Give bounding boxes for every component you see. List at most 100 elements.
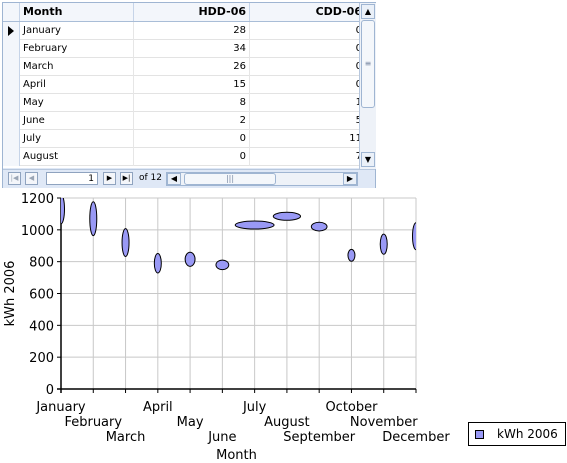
cell-hdd[interactable]: 28 (134, 22, 250, 40)
y-axis-title: kWh 2006 (3, 261, 18, 327)
cell-cdd[interactable]: 11 (250, 130, 359, 148)
table-row[interactable]: March 26 0 (3, 58, 359, 76)
x-tick-label: November (350, 415, 418, 430)
cell-hdd[interactable]: 8 (134, 94, 250, 112)
data-markers (61, 198, 416, 274)
x-tick-label: September (283, 430, 356, 445)
table-row[interactable]: June 2 5 (3, 112, 359, 130)
data-point (184, 251, 196, 267)
cell-cdd[interactable]: 7 (250, 148, 359, 166)
data-point (379, 233, 388, 255)
cell-month[interactable]: January (20, 22, 134, 40)
bubble-chart: 0 200 400 600 800 1000 1200 January February Marc… (0, 190, 567, 463)
row-selector[interactable] (3, 76, 20, 94)
cell-cdd[interactable]: 0 (250, 22, 359, 40)
cell-hdd[interactable]: 0 (134, 130, 250, 148)
current-row-icon (8, 26, 14, 36)
row-selector[interactable] (3, 112, 20, 130)
data-point (89, 201, 98, 237)
cell-month[interactable]: February (20, 40, 134, 58)
column-header-month[interactable]: Month (20, 3, 134, 21)
row-selector[interactable] (3, 94, 20, 112)
cell-hdd[interactable]: 2 (134, 112, 250, 130)
y-tick-label: 600 (29, 288, 54, 303)
x-tick-label: March (106, 430, 146, 445)
table-row[interactable]: May 8 1 (3, 94, 359, 112)
data-point (121, 228, 130, 257)
column-header-hdd[interactable]: HDD-06 (134, 3, 250, 21)
row-selector[interactable] (3, 148, 20, 166)
chart-plot: 0 200 400 600 800 1000 1200 JanuaryFebruaryMarc… (3, 192, 450, 463)
horizontal-scroll-thumb[interactable]: ||| (184, 173, 276, 185)
scroll-right-button[interactable]: ▶ (343, 173, 357, 185)
cell-cdd[interactable]: 1 (250, 94, 359, 112)
last-record-button[interactable]: ▶| (120, 172, 133, 185)
x-tick-label: April (143, 400, 173, 415)
cell-hdd[interactable]: 34 (134, 40, 250, 58)
y-tick-label: 200 (29, 351, 54, 366)
cell-cdd[interactable]: 0 (250, 40, 359, 58)
y-tick-label: 0 (46, 383, 54, 398)
x-tick-label: June (207, 430, 236, 445)
y-tick-label: 400 (29, 319, 54, 334)
x-tick-label: December (382, 430, 450, 445)
row-header-corner (3, 3, 20, 21)
data-point (61, 198, 65, 225)
previous-record-button[interactable]: ◀ (25, 172, 38, 185)
cell-month[interactable]: August (20, 148, 134, 166)
cell-hdd[interactable]: 0 (134, 148, 250, 166)
cell-month[interactable]: July (20, 130, 134, 148)
y-tick-label: 1000 (21, 224, 54, 239)
x-tick-label: August (264, 415, 310, 430)
grid-rows: January 28 0 February 34 0 March 26 0 Ap… (3, 22, 359, 168)
table-row[interactable]: February 34 0 (3, 40, 359, 58)
table-row[interactable]: April 15 0 (3, 76, 359, 94)
data-point (347, 248, 356, 262)
x-tick-label: January (35, 400, 86, 415)
scroll-left-button[interactable]: ◀ (167, 173, 181, 185)
first-record-button[interactable]: |◀ (8, 172, 21, 185)
scroll-up-button[interactable]: ▲ (361, 4, 375, 19)
data-point (272, 211, 302, 221)
cell-cdd[interactable]: 0 (250, 76, 359, 94)
cell-cdd[interactable]: 0 (250, 58, 359, 76)
chart-legend: kWh 2006 (468, 422, 566, 446)
legend-label: kWh 2006 (497, 427, 558, 441)
vertical-scroll-thumb[interactable]: ≡ (361, 20, 375, 108)
cell-hdd[interactable]: 26 (134, 58, 250, 76)
table-row[interactable]: August 0 7 (3, 148, 359, 166)
column-header-cdd[interactable]: CDD-06 (250, 3, 366, 21)
y-tick-label: 800 (29, 256, 54, 271)
x-tick-label: July (242, 400, 267, 415)
cell-month[interactable]: March (20, 58, 134, 76)
cell-month[interactable]: May (20, 94, 134, 112)
row-selector[interactable] (3, 40, 20, 58)
x-tick-label: February (64, 415, 122, 430)
table-row[interactable]: January 28 0 (3, 22, 359, 40)
record-position-input[interactable] (46, 172, 98, 185)
cell-month[interactable]: June (20, 112, 134, 130)
record-navigator: |◀ ◀ ▶ ▶| of 12 ◀ ||| ▶ (3, 169, 375, 188)
record-count-label: of 12 (139, 173, 162, 183)
x-tick-label: October (325, 400, 378, 415)
scroll-down-button[interactable]: ▼ (361, 152, 375, 167)
y-tick-label: 1200 (21, 192, 54, 207)
data-grid[interactable]: Month HDD-06 CDD-06 January 28 0 Februar… (2, 2, 376, 188)
vertical-scrollbar[interactable]: ▲ ≡ ▼ (359, 3, 376, 169)
cell-month[interactable]: April (20, 76, 134, 94)
table-row[interactable]: July 0 11 (3, 130, 359, 148)
data-point (310, 221, 328, 232)
next-record-button[interactable]: ▶ (103, 172, 116, 185)
data-point (412, 222, 416, 251)
cell-cdd[interactable]: 5 (250, 112, 359, 130)
row-selector[interactable] (3, 130, 20, 148)
x-axis-title: Month (216, 448, 257, 463)
cell-hdd[interactable]: 15 (134, 76, 250, 94)
row-selector[interactable] (3, 22, 20, 40)
data-point (153, 253, 162, 274)
row-selector[interactable] (3, 58, 20, 76)
data-point (215, 259, 230, 271)
horizontal-scrollbar[interactable]: ◀ ||| ▶ (166, 172, 358, 186)
grid-header: Month HDD-06 CDD-06 (3, 3, 366, 22)
data-point (234, 220, 275, 230)
